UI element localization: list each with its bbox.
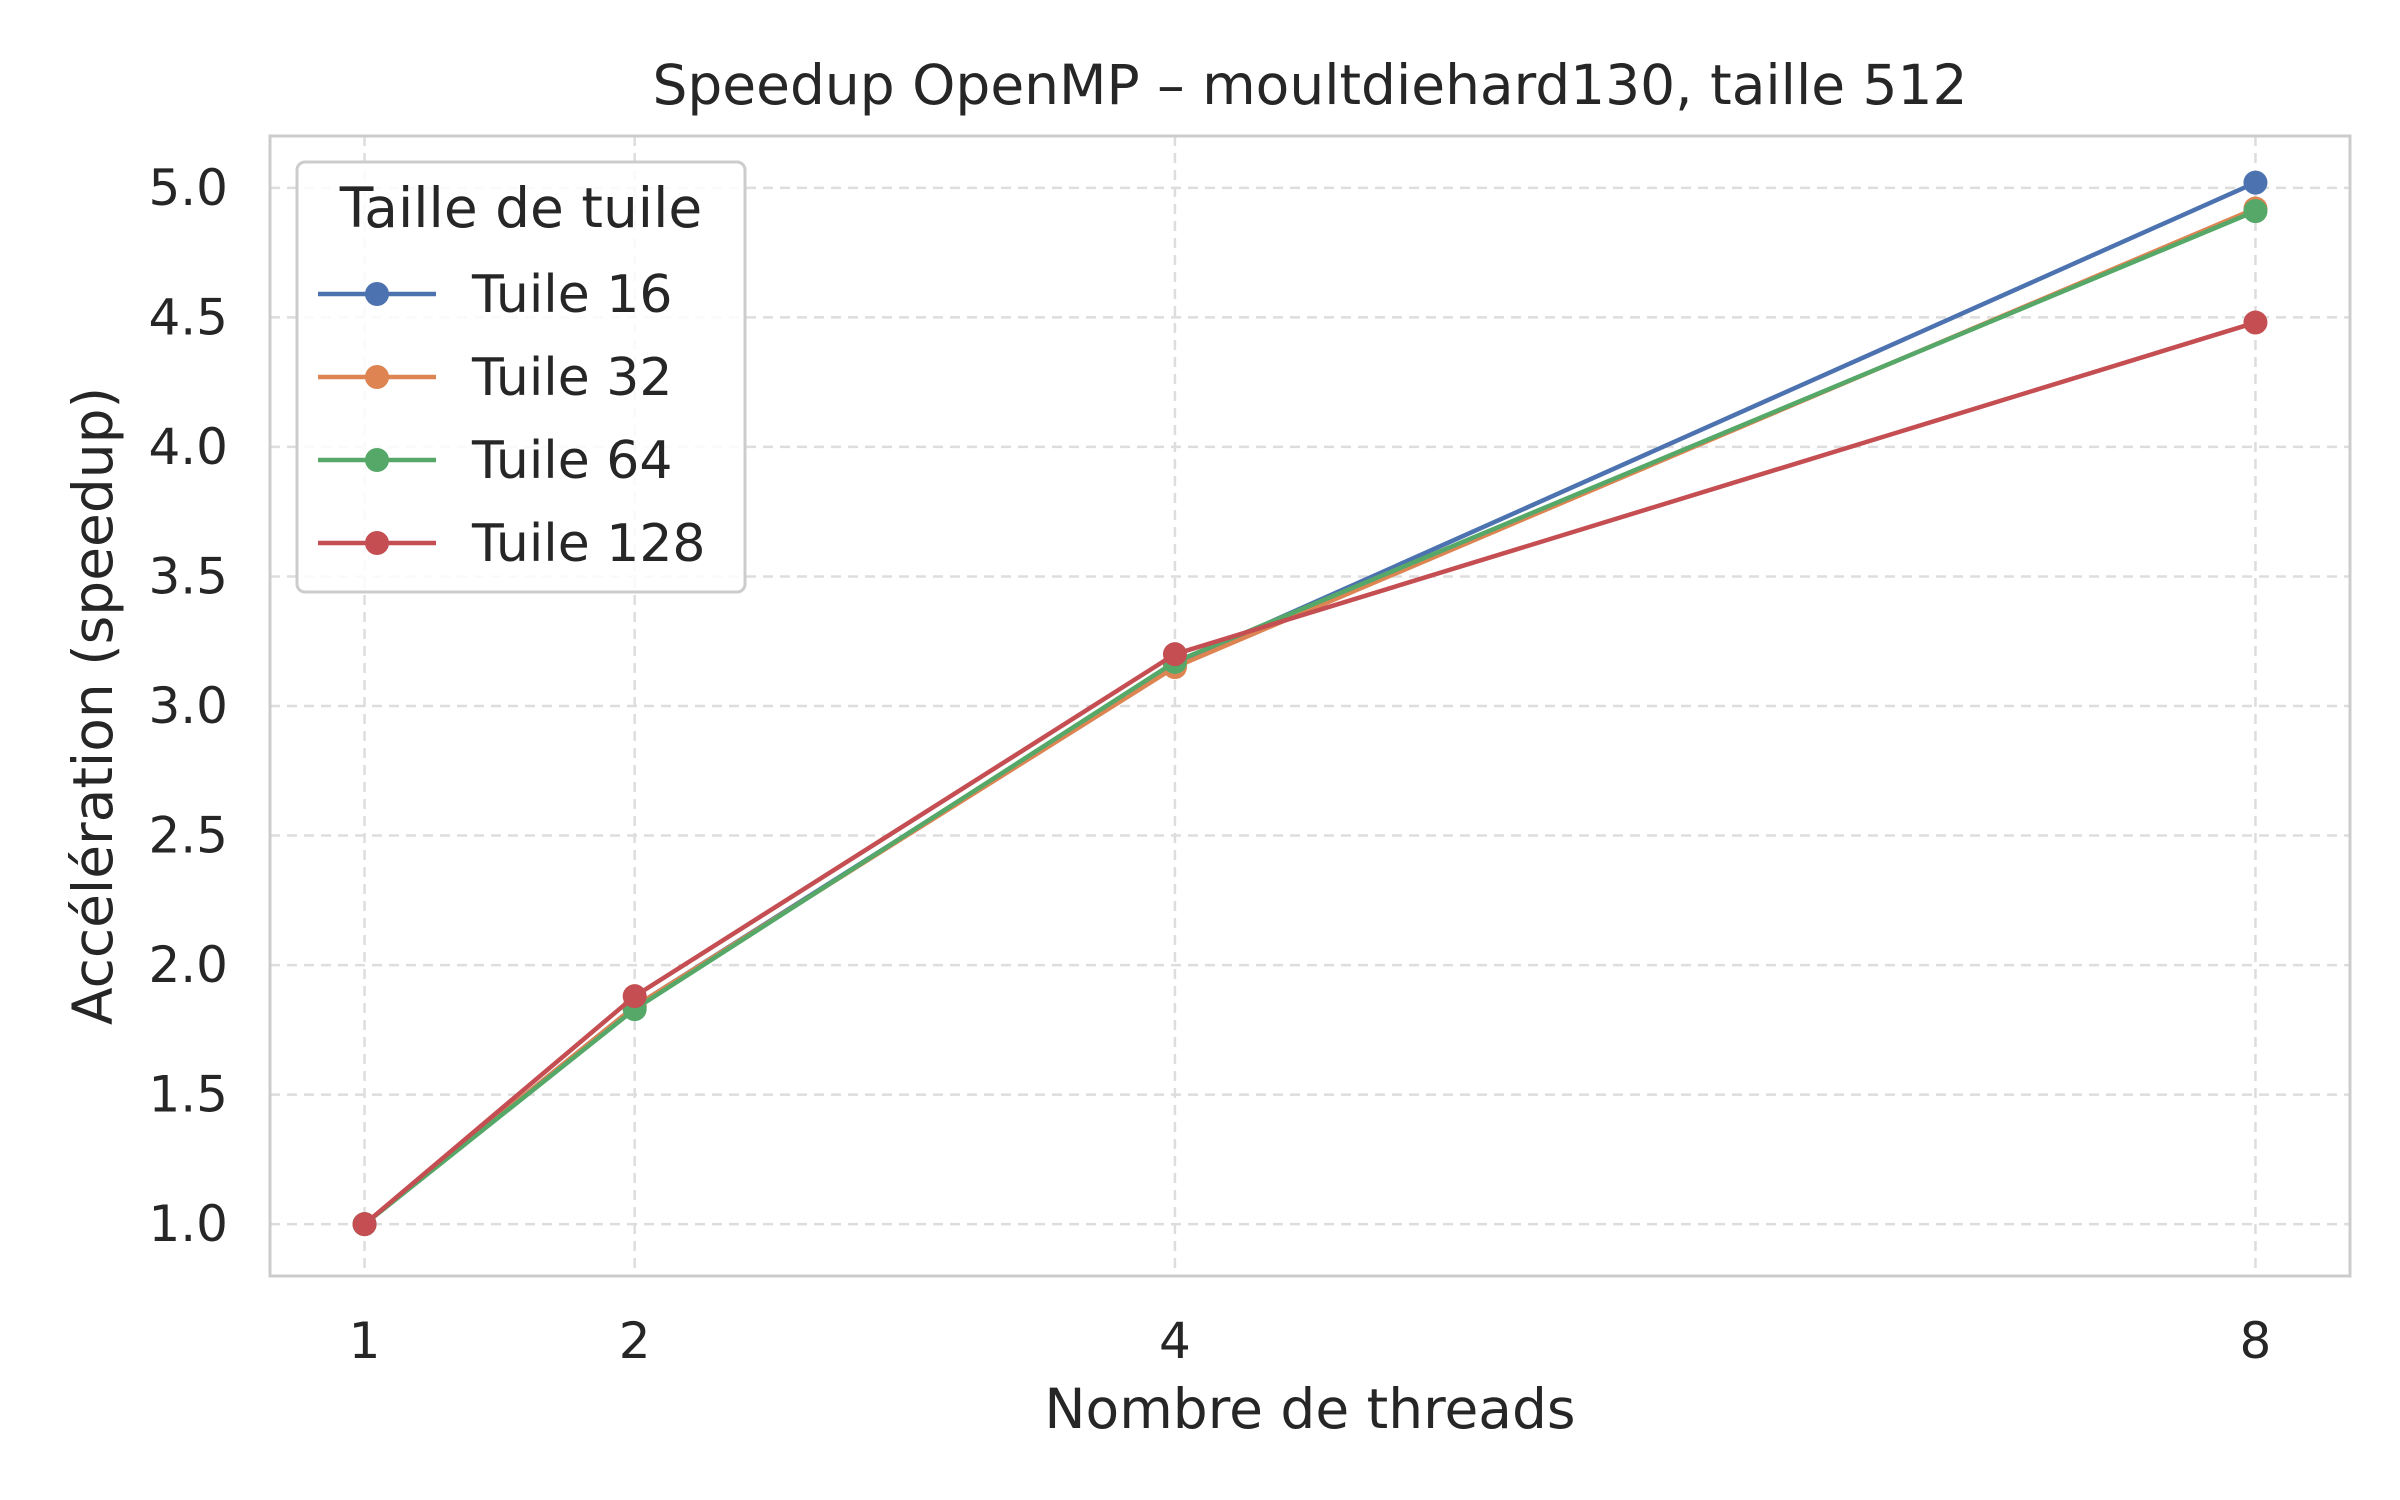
legend: Taille de tuile Tuile 16 Tuile 32 Tuile 64…	[295, 160, 747, 594]
legend-label: Tuile 128	[471, 514, 706, 574]
y-tick-label: 3.5	[148, 547, 228, 605]
legend-label: Tuile 32	[471, 348, 672, 408]
y-tick-label: 4.0	[148, 418, 228, 476]
data-point	[352, 1212, 377, 1237]
tick-labels: 1 2 4 8 1.0 1.5 2.0 2.5 3.0 3.5 4.0 4.5 5.0	[148, 159, 2271, 1370]
data-point	[2243, 310, 2268, 335]
legend-marker	[365, 448, 389, 472]
y-tick-label: 5.0	[148, 159, 228, 217]
series-line	[363, 209, 2257, 1226]
y-axis-label: Accélération (speedup)	[61, 387, 125, 1025]
legend-marker	[365, 365, 389, 389]
data-point	[2243, 170, 2268, 195]
legend-item: Tuile 32	[318, 348, 672, 408]
x-tick-label: 1	[349, 1312, 381, 1370]
legend-box	[295, 160, 747, 594]
x-tick-label: 8	[2240, 1312, 2272, 1370]
legend-title: Taille de tuile	[339, 176, 702, 240]
y-tick-label: 1.0	[148, 1195, 228, 1253]
legend-item: Tuile 16	[318, 265, 672, 325]
series-4	[352, 310, 2268, 1237]
chart-title: Speedup OpenMP – moultdiehard130, taille…	[652, 53, 1967, 117]
legend-items: Tuile 16 Tuile 32 Tuile 64 Tuile 128	[318, 265, 706, 574]
series-line	[363, 320, 2257, 1226]
legend-item: Tuile 128	[318, 514, 706, 574]
legend-label: Tuile 16	[471, 265, 672, 325]
y-tick-label: 2.5	[148, 807, 228, 865]
data-point	[1162, 642, 1187, 667]
x-tick-label: 2	[619, 1312, 651, 1370]
x-tick-label: 4	[1159, 1312, 1191, 1370]
legend-item: Tuile 64	[318, 431, 672, 491]
series-layer	[352, 170, 2268, 1237]
y-tick-label: 1.5	[148, 1066, 228, 1124]
plot-frame	[268, 134, 2352, 1278]
legend-label: Tuile 64	[471, 431, 672, 491]
legend-marker	[365, 531, 389, 555]
y-tick-label: 2.0	[148, 936, 228, 994]
x-axis-label: Nombre de threads	[1044, 1377, 1575, 1441]
y-tick-label: 3.0	[148, 677, 228, 735]
data-point	[2243, 199, 2268, 224]
data-point	[622, 984, 647, 1009]
y-tick-label: 4.5	[148, 288, 228, 346]
legend-marker	[365, 282, 389, 306]
